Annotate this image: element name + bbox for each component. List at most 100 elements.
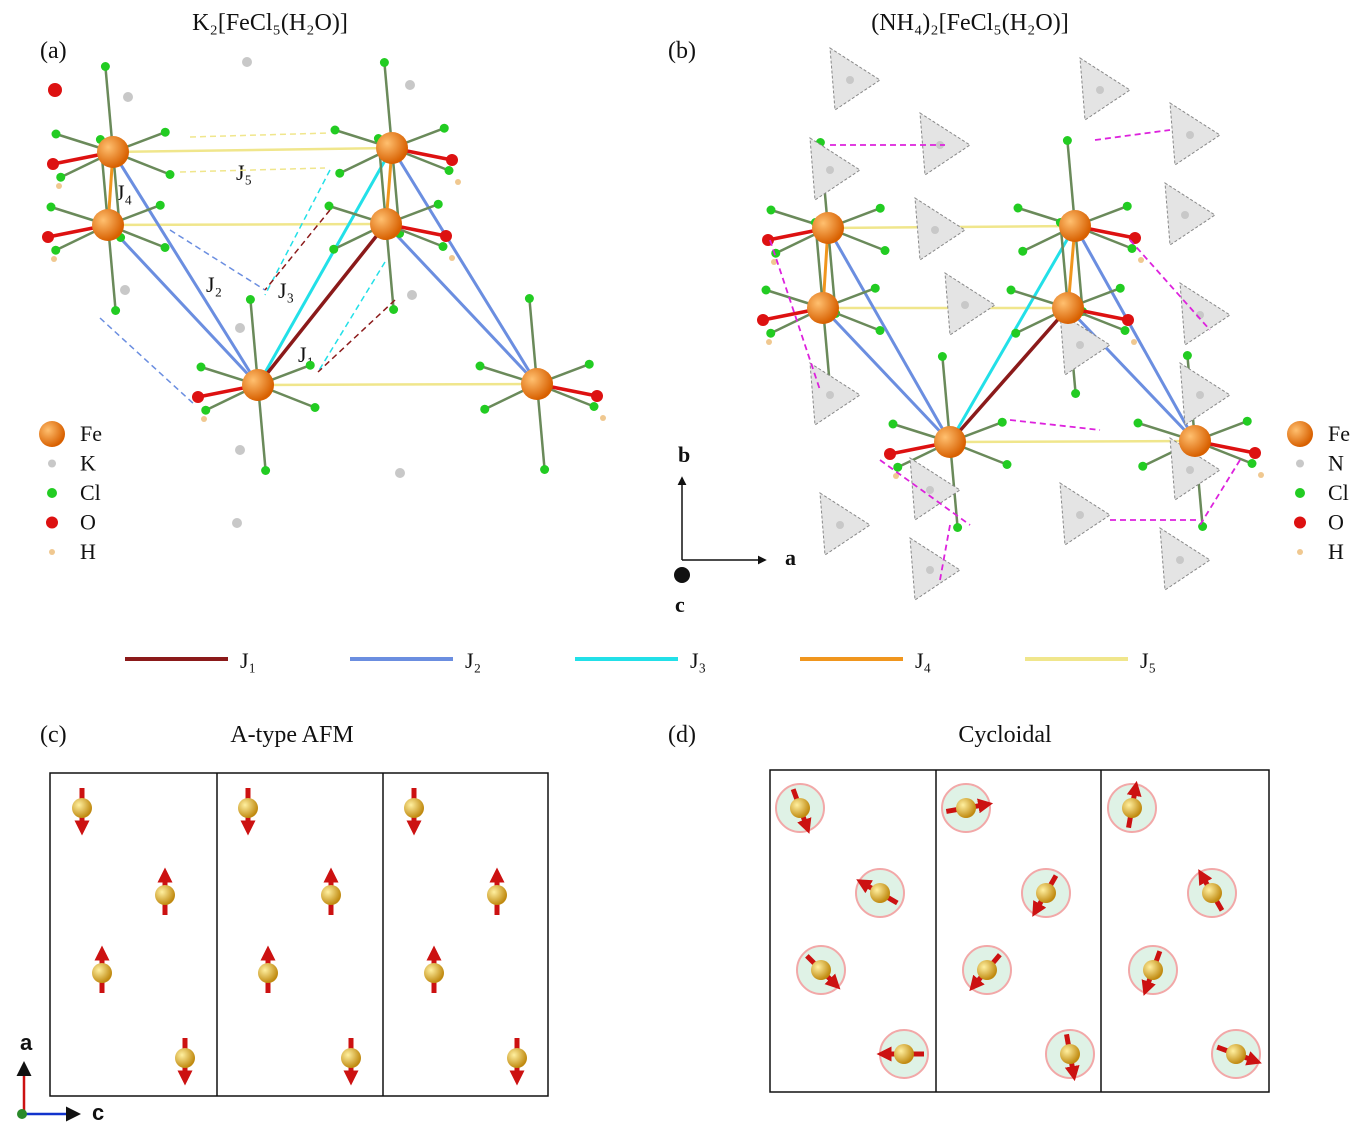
atom xyxy=(590,402,599,411)
atom xyxy=(1076,511,1084,519)
atom xyxy=(480,405,489,414)
spin-atom xyxy=(790,798,810,818)
atom xyxy=(1249,447,1261,459)
tetrahedron xyxy=(945,273,995,335)
panel-title: A-type AFM xyxy=(230,722,353,748)
atom xyxy=(1258,472,1264,478)
atom xyxy=(846,76,854,84)
atom xyxy=(934,426,966,458)
atom xyxy=(325,202,334,211)
axis-label: c xyxy=(92,1100,104,1125)
spin-atom xyxy=(175,1048,195,1068)
atom xyxy=(434,200,443,209)
legend-marker xyxy=(48,460,56,468)
tetrahedron xyxy=(915,198,965,260)
atom xyxy=(961,301,969,309)
atom xyxy=(540,465,549,474)
atom xyxy=(1196,391,1204,399)
atom xyxy=(449,255,455,261)
atom xyxy=(1123,202,1132,211)
atom xyxy=(51,256,57,262)
atom xyxy=(97,136,129,168)
atom xyxy=(1186,466,1194,474)
atom xyxy=(242,369,274,401)
bond xyxy=(100,318,195,405)
axis-label: a xyxy=(785,545,796,570)
legend-label: H xyxy=(1328,539,1344,564)
spin-atom xyxy=(1143,960,1163,980)
atom xyxy=(807,292,839,324)
bond xyxy=(1095,130,1170,140)
legend-label: N xyxy=(1328,451,1344,476)
axis-triad-c: a c xyxy=(17,1030,104,1125)
atom xyxy=(953,523,962,532)
spin-atom xyxy=(894,1044,914,1064)
panel-label: (b) xyxy=(668,38,696,64)
bond-legend-label: J₂ xyxy=(465,648,481,673)
atom xyxy=(455,179,461,185)
panel-label: (a) xyxy=(40,38,67,64)
atom xyxy=(525,294,534,303)
atom xyxy=(235,323,245,333)
atom xyxy=(1138,462,1147,471)
legend-label: O xyxy=(1328,510,1344,535)
atom xyxy=(812,212,844,244)
atom xyxy=(585,360,594,369)
atom xyxy=(56,173,65,182)
atom xyxy=(1128,244,1137,253)
atom xyxy=(331,126,340,135)
atom xyxy=(261,466,270,475)
bond xyxy=(392,148,537,384)
atom xyxy=(120,285,130,295)
atom xyxy=(1181,211,1189,219)
atom xyxy=(767,206,776,215)
spin-atom xyxy=(1036,883,1056,903)
atom xyxy=(926,486,934,494)
spin-atom xyxy=(977,960,997,980)
legend-marker xyxy=(1294,517,1306,529)
atom xyxy=(1059,210,1091,242)
atom xyxy=(1134,419,1143,428)
legend-marker xyxy=(47,488,57,498)
atom xyxy=(101,62,110,71)
atom xyxy=(192,391,204,403)
atom xyxy=(405,80,415,90)
atom xyxy=(47,203,56,212)
atom xyxy=(52,130,61,139)
bond xyxy=(950,441,1195,442)
spin-atom xyxy=(155,885,175,905)
atom xyxy=(1248,459,1257,468)
tetrahedron xyxy=(920,113,970,175)
cell-frame xyxy=(50,773,548,1096)
atom xyxy=(246,295,255,304)
atom xyxy=(871,284,880,293)
atom xyxy=(1121,326,1130,335)
spin-atom xyxy=(424,963,444,983)
atom xyxy=(876,204,885,213)
panel-label: (c) xyxy=(40,722,67,748)
atom xyxy=(1116,284,1125,293)
legend-label: Cl xyxy=(1328,480,1349,505)
atom xyxy=(439,242,448,251)
bond xyxy=(113,148,392,152)
atom xyxy=(1011,329,1020,338)
atom xyxy=(445,166,454,175)
atom xyxy=(1198,522,1207,531)
spin-atom xyxy=(1226,1044,1246,1064)
bond xyxy=(1130,240,1210,330)
legend-marker xyxy=(1287,421,1313,447)
atom xyxy=(380,58,389,67)
tetrahedron xyxy=(1180,363,1230,425)
spin-atom xyxy=(1202,883,1222,903)
legend-label: Fe xyxy=(1328,421,1350,446)
j-label: J₂ xyxy=(206,272,222,297)
legend-label: Fe xyxy=(80,421,102,446)
atom xyxy=(161,128,170,137)
legend-label: K xyxy=(80,451,96,476)
spin-atom xyxy=(811,960,831,980)
bond xyxy=(258,384,537,385)
atom xyxy=(766,329,775,338)
spin-atom xyxy=(507,1048,527,1068)
bond xyxy=(180,168,325,172)
atom xyxy=(1138,257,1144,263)
